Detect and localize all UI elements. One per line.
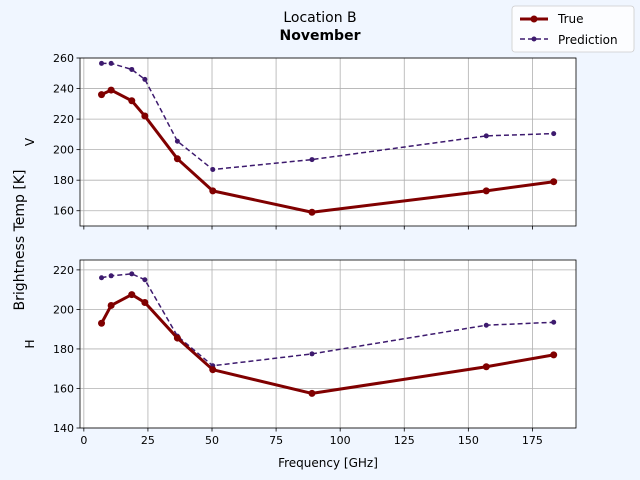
series-true-point [98, 319, 106, 327]
x-axis-label: Frequency [GHz] [278, 456, 378, 470]
series-true-point [308, 389, 316, 397]
panel-h: 0 25 50 75 100 125 150 175 140 160 180 200 220 H [23, 259, 577, 447]
panel-h-ylabel: H [23, 339, 37, 348]
series-true-point [550, 351, 558, 359]
y-tick-label: 160 [53, 205, 74, 218]
series-prediction-point [99, 60, 105, 66]
series-prediction-point [551, 131, 557, 137]
chart-subtitle: November [280, 28, 361, 44]
series-true-point [550, 178, 558, 186]
series-prediction-point [108, 60, 114, 66]
series-prediction-point [309, 351, 315, 357]
series-true-point [173, 334, 181, 342]
series-true-point [308, 208, 316, 216]
panel-v-ylabel: V [23, 137, 37, 146]
series-prediction-point [129, 66, 135, 72]
series-true-point [107, 86, 115, 94]
y-tick-label: 200 [53, 144, 74, 157]
y-tick-label: 260 [53, 52, 74, 65]
series-prediction-point [108, 273, 114, 279]
legend: True Prediction [511, 5, 635, 53]
legend-true-label: True [557, 12, 584, 26]
series-true-point [209, 366, 217, 374]
panel-h-ticks: 0 25 50 75 100 125 150 175 140 160 180 200 220 [53, 264, 543, 447]
x-tick-label: 125 [394, 434, 415, 447]
y-tick-label: 180 [53, 174, 74, 187]
x-tick-label: 100 [330, 434, 351, 447]
series-true-point [482, 187, 490, 195]
panel-v: 160 180 200 220 240 260 V [23, 52, 577, 230]
y-tick-label: 140 [53, 422, 74, 435]
series-true-point [128, 291, 136, 299]
y-tick-label: 240 [53, 83, 74, 96]
y-axis-label: Brightness Temp [K] [12, 170, 28, 311]
series-prediction-point [174, 138, 180, 144]
series-prediction-point [129, 271, 135, 277]
series-prediction-point [210, 166, 216, 172]
x-tick-label: 50 [205, 434, 219, 447]
series-true-point [128, 97, 136, 105]
y-tick-label: 180 [53, 343, 74, 356]
x-tick-label: 150 [458, 434, 479, 447]
y-tick-label: 200 [53, 303, 74, 316]
series-true-point [173, 155, 181, 163]
panel-v-ticks: 160 180 200 220 240 260 [53, 52, 533, 230]
x-tick-label: 0 [80, 434, 87, 447]
series-true-point [141, 298, 149, 306]
series-prediction-point [483, 133, 489, 139]
series-true-point [482, 363, 490, 371]
panel-h-frame [79, 259, 577, 429]
x-tick-label: 75 [269, 434, 283, 447]
y-tick-label: 160 [53, 382, 74, 395]
series-prediction-line-h [101, 273, 554, 367]
y-tick-label: 220 [53, 113, 74, 126]
series-prediction-point [483, 322, 489, 328]
y-tick-label: 220 [53, 264, 74, 277]
series-true-point [141, 112, 149, 120]
chart-title: Location B [283, 10, 356, 26]
series-true-point [98, 91, 106, 99]
series-true-point [107, 301, 115, 309]
x-tick-label: 175 [522, 434, 543, 447]
panel-v-background [80, 58, 576, 226]
x-tick-label: 25 [141, 434, 155, 447]
series-prediction-point [99, 275, 105, 281]
panel-v-frame [79, 57, 577, 227]
series-prediction-point [309, 157, 315, 163]
panel-h-background [80, 260, 576, 428]
series-prediction-point [142, 76, 148, 82]
series-prediction-point [551, 319, 557, 325]
legend-prediction-label: Prediction [558, 33, 618, 47]
panel-h-series [98, 271, 558, 397]
series-prediction-point [142, 277, 148, 283]
panel-v-series [98, 60, 558, 216]
series-true-point [209, 187, 217, 195]
legend-prediction-marker [531, 36, 537, 42]
legend-true-marker [530, 15, 538, 23]
series-prediction-line-v [101, 62, 554, 171]
